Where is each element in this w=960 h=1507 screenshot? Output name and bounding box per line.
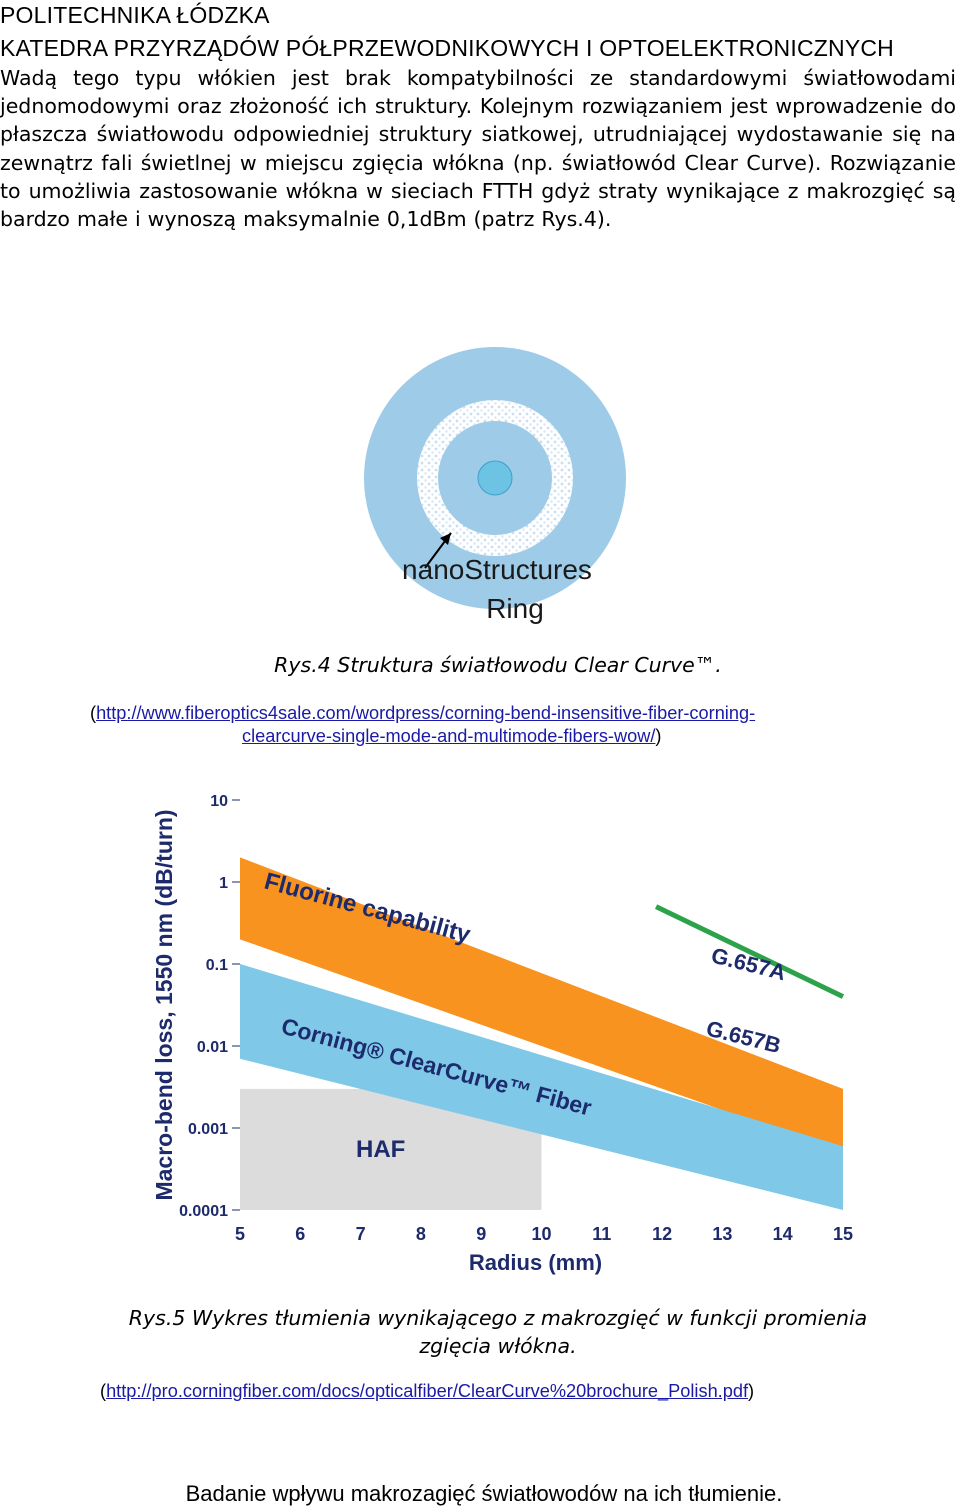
y-tick-label: 10 <box>210 793 228 810</box>
haf-label: HAF <box>356 1136 405 1163</box>
figure4-source-link-cont[interactable]: clearcurve-single-mode-and-multimode-fib… <box>242 726 656 746</box>
body-paragraph: Wadą tego typu włókien jest brak kompaty… <box>0 66 956 232</box>
y-tick-label: 0.01 <box>197 1039 228 1056</box>
band-1 <box>240 964 843 1210</box>
x-tick-label: 9 <box>476 1224 486 1244</box>
page-footer: Badanie wpływu makrozagięć światłowodów … <box>185 1481 783 1506</box>
x-tick-label: 7 <box>356 1224 366 1244</box>
y-tick-label: 0.001 <box>188 1121 228 1138</box>
x-tick-label: 15 <box>833 1224 853 1244</box>
x-tick-label: 13 <box>712 1224 732 1244</box>
x-tick-label: 5 <box>235 1224 245 1244</box>
nanostructures-label: nanoStructures <box>402 554 592 585</box>
figure4-caption: Rys.4 Struktura światłowodu Clear Curve™… <box>274 653 722 677</box>
y-tick-label: 0.1 <box>206 957 228 974</box>
x-tick-label: 12 <box>652 1224 672 1244</box>
figure5-source-link[interactable]: http://pro.corningfiber.com/docs/optical… <box>106 1381 749 1401</box>
macrobend-loss-chart: Macro-bend loss, 1550 nm (dB/turn) Radiu… <box>151 793 853 1275</box>
y-axis-label: Macro-bend loss, 1550 nm (dB/turn) <box>151 809 177 1200</box>
header-department: KATEDRA PRZYRZĄDÓW PÓŁPRZEWODNIKOWYCH I … <box>0 35 894 61</box>
figure5-caption: Rys.5 Wykres tłumienia wynikającego z ma… <box>128 1306 868 1358</box>
band-0 <box>240 857 843 1153</box>
x-tick-label: 8 <box>416 1224 426 1244</box>
y-tick-label: 1 <box>219 875 228 892</box>
figure4-source: (http://www.fiberoptics4sale.com/wordpre… <box>90 703 756 746</box>
x-tick-label: 10 <box>531 1224 551 1244</box>
y-tick-label: 0.0001 <box>179 1203 228 1220</box>
x-axis-label: Radius (mm) <box>469 1250 602 1275</box>
line-0 <box>654 904 845 999</box>
header-university: POLITECHNIKA ŁÓDZKA <box>0 2 270 28</box>
figure5-source: (http://pro.corningfiber.com/docs/optica… <box>100 1381 755 1401</box>
ring-label: Ring <box>486 593 544 624</box>
fiber-structure-figure: nanoStructures Ring <box>350 328 650 633</box>
fiber-core <box>477 460 513 496</box>
x-tick-label: 6 <box>295 1224 305 1244</box>
x-tick-label: 11 <box>592 1224 611 1244</box>
x-tick-label: 14 <box>773 1224 793 1244</box>
figure4-source-link[interactable]: http://www.fiberoptics4sale.com/wordpres… <box>96 703 756 723</box>
